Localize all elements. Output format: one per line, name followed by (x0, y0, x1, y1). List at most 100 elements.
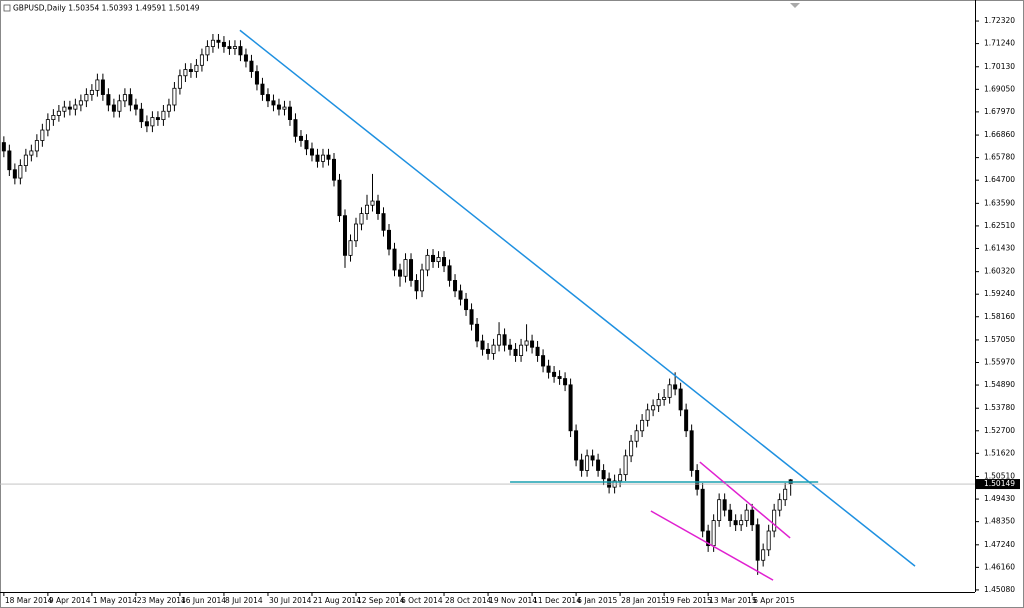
candle-body (260, 83, 265, 95)
y-tick-label: 1.64700 (984, 175, 1015, 184)
symbol-icon (3, 4, 11, 12)
candle-body (717, 499, 722, 521)
y-tick-label: 1.66860 (984, 130, 1015, 139)
candle-body (651, 405, 656, 411)
candle-body (67, 106, 72, 110)
y-tick-label: 1.51620 (984, 448, 1015, 457)
shift-marker (790, 3, 800, 8)
trend-line (699, 461, 791, 539)
candle-body (276, 104, 281, 110)
candle-body (706, 530, 711, 547)
candle-body (607, 478, 612, 488)
y-tick-label: 1.72320 (984, 16, 1015, 25)
candle-body (590, 455, 595, 461)
x-tick-label: 16 Jun 2014 (181, 596, 226, 605)
x-tick-label: 18 Mar 2014 (5, 596, 53, 605)
y-tick-label: 1.61430 (984, 243, 1015, 252)
candle-body (78, 100, 83, 106)
candle-body (40, 129, 45, 141)
candle-body (172, 87, 177, 106)
candle-body (254, 71, 259, 85)
x-tick-label: 9 Apr 2014 (49, 596, 91, 605)
y-tick-label: 1.65780 (984, 153, 1015, 162)
candle-body (392, 248, 397, 271)
candle-body (425, 254, 430, 271)
candle-body (777, 499, 782, 511)
candle-body (326, 154, 331, 160)
candle-body (722, 499, 727, 511)
candle-body (232, 46, 237, 50)
candle-body (84, 94, 89, 102)
y-tick-label: 1.49430 (984, 494, 1015, 503)
candle-body (128, 94, 133, 106)
candle-body (23, 154, 28, 166)
trend-line (239, 29, 916, 567)
candle-body (750, 509, 755, 526)
candle-body (695, 470, 700, 490)
candle-body (29, 150, 34, 156)
chart-header: GBPUSD,Daily 1.50354 1.50393 1.49591 1.5… (13, 4, 200, 13)
candle-body (376, 200, 381, 214)
candle-body (453, 280, 458, 292)
candle-body (486, 348, 491, 354)
candle-body (177, 75, 182, 89)
candle-body (601, 470, 606, 480)
candle-body (205, 46, 210, 56)
y-tick-label: 1.55970 (984, 357, 1015, 366)
candle-body (342, 215, 347, 256)
candle-body (640, 419, 645, 432)
candle-body (359, 213, 364, 225)
candle-body (100, 79, 105, 95)
candle-body (684, 409, 689, 432)
candle-body (12, 169, 17, 179)
candle-body (546, 365, 551, 373)
candle-body (458, 290, 463, 300)
candle-body (761, 549, 766, 561)
candle-body (689, 430, 694, 471)
candle-body (265, 94, 270, 102)
candle-body (772, 509, 777, 532)
candle-body (309, 148, 314, 156)
candle-body (766, 530, 771, 551)
candle-body (73, 104, 78, 110)
chart-title: GBPUSD,Daily (13, 4, 66, 13)
candle-body (508, 344, 513, 350)
current-price-box (976, 479, 1020, 490)
candle-body (293, 119, 298, 137)
candle-body (282, 106, 287, 110)
candle-body (491, 344, 496, 354)
y-tick-label: 1.54890 (984, 380, 1015, 389)
candle-body (535, 346, 540, 356)
x-tick-label: 21 Aug 2014 (313, 596, 361, 605)
x-tick-label: 30 Jul 2014 (269, 596, 312, 605)
candle-body (249, 60, 254, 72)
candle-body (634, 430, 639, 442)
y-tick-label: 1.53780 (984, 403, 1015, 412)
candle-body (557, 376, 562, 379)
candle-body (513, 348, 518, 356)
candle-body (144, 121, 149, 127)
candle-body (563, 378, 568, 386)
x-tick-label: 8 Jul 2014 (225, 596, 263, 605)
candle-body (194, 64, 199, 72)
candle-body (304, 140, 309, 150)
candle-body (106, 94, 111, 106)
y-tick-label: 1.50510 (984, 472, 1015, 481)
candle-body (678, 388, 683, 411)
candle-body (744, 509, 749, 521)
y-tick-label: 1.71240 (984, 39, 1015, 48)
y-tick-label: 1.47240 (984, 540, 1015, 549)
candle-body (150, 117, 155, 127)
y-tick-label: 1.45080 (984, 585, 1015, 594)
candle-body (447, 265, 452, 281)
y-tick-label: 1.58160 (984, 312, 1015, 321)
candle-body (381, 213, 386, 231)
candle-body (210, 39, 215, 47)
candle-body (370, 200, 375, 206)
x-tick-label: 11 Dec 2014 (533, 596, 581, 605)
candle-body (183, 69, 188, 77)
y-tick-label: 1.63590 (984, 198, 1015, 207)
candle-body (348, 240, 353, 256)
x-tick-label: 6 Jan 2015 (577, 596, 617, 605)
